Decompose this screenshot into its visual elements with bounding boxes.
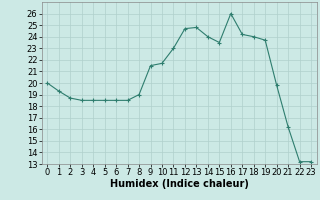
- X-axis label: Humidex (Indice chaleur): Humidex (Indice chaleur): [110, 179, 249, 189]
